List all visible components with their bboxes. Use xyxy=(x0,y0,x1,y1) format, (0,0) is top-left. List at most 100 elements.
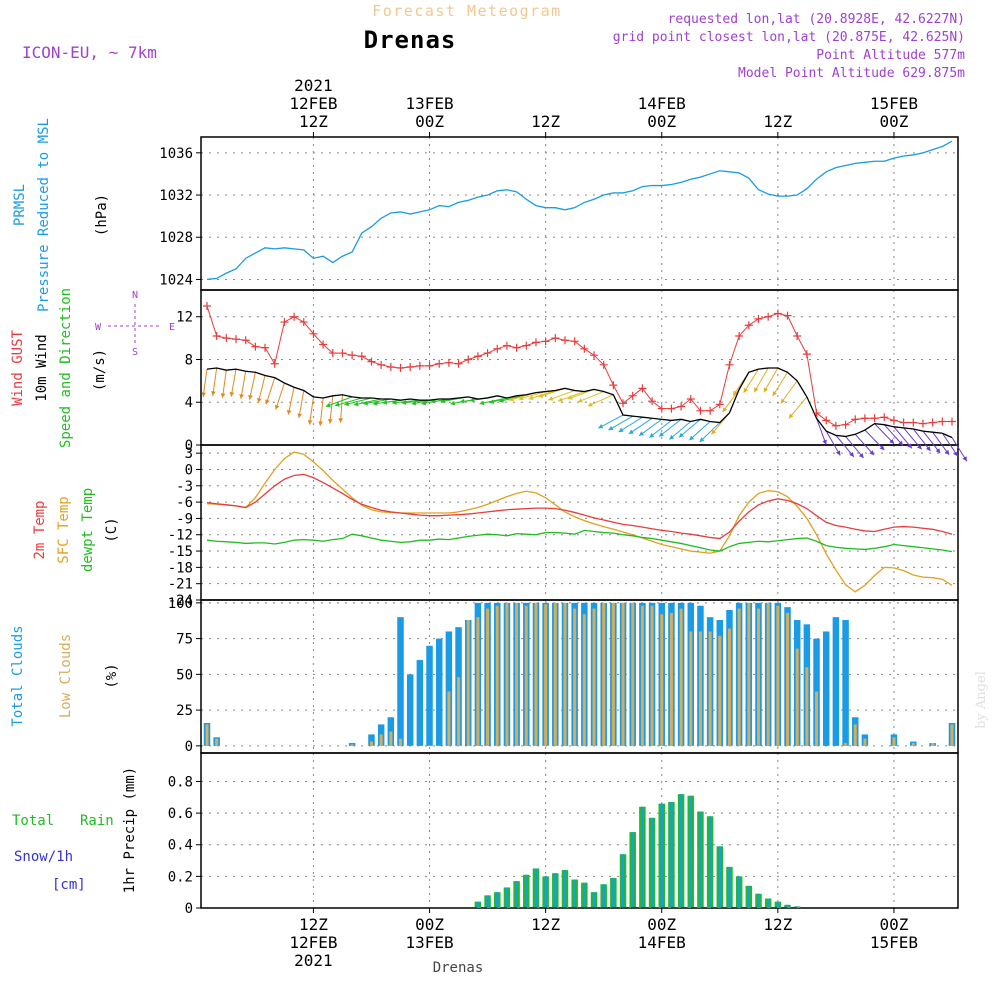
wind-arrow-head xyxy=(334,402,340,407)
wind-arrow xyxy=(874,423,895,445)
rain-bar-core xyxy=(689,795,692,908)
wind-arrow-head xyxy=(944,449,950,455)
wind-gust-line xyxy=(206,305,952,427)
top-axis-date: 15FEB xyxy=(870,94,918,113)
wind-arrow-shaft xyxy=(678,418,701,438)
ytick-label-temperature-0: -24 xyxy=(168,593,193,609)
wind-arrow-shaft xyxy=(334,397,362,407)
wind-arrow-head xyxy=(459,398,465,404)
wind-arrow-head xyxy=(916,444,922,450)
wind-arrow-head xyxy=(678,432,684,438)
wind-gust-point xyxy=(222,334,231,343)
wind-arrow-head xyxy=(889,438,895,444)
temp-sfc-label: SFC Temp xyxy=(56,496,72,563)
wind-gust-point xyxy=(280,318,289,327)
wind-gust-point xyxy=(531,338,540,347)
wind-arrow-shaft xyxy=(912,428,931,452)
footer-location: Drenas xyxy=(433,960,484,976)
ytick-label-pressure-2: 1032 xyxy=(159,188,193,204)
wind-arrow xyxy=(363,398,391,406)
grid-point-coordinates: grid point closest lon,lat (20.875E, 42.… xyxy=(613,30,965,45)
panel-frame-precipitation xyxy=(200,752,959,909)
wind-arrow-head xyxy=(421,400,427,406)
wind-arrow xyxy=(699,422,721,443)
wind-gust-label: Wind GUST xyxy=(10,330,26,406)
low-cloud-bar xyxy=(505,602,509,746)
wind-arrow xyxy=(239,371,247,399)
wind-gust-point xyxy=(793,331,802,340)
wind-arrow-head xyxy=(711,429,717,435)
wind-10m-label: 10m Wind xyxy=(34,334,50,401)
wind-arrow-shaft xyxy=(202,369,208,397)
wind-unit: (m/s) xyxy=(92,349,108,391)
wind-arrow-head xyxy=(265,399,270,405)
wind-arrow xyxy=(307,396,314,425)
wind-arrow xyxy=(903,427,923,450)
top-axis-date: 12FEB xyxy=(289,94,337,113)
low-cloud-bar xyxy=(931,742,935,746)
top-axis-year: 2021 xyxy=(294,76,333,95)
wind-arrow-head xyxy=(879,445,885,451)
rain-bar-core xyxy=(766,898,770,908)
rain-bar-core xyxy=(554,873,557,908)
wind-arrow-head xyxy=(239,394,244,399)
top-axis-date: 13FEB xyxy=(405,94,453,113)
low-cloud-bar xyxy=(747,602,751,746)
compass-north: N xyxy=(132,290,138,301)
wind-arrow-head xyxy=(558,397,563,402)
wind-arrow-shaft xyxy=(951,437,968,462)
wind-gust-point xyxy=(203,302,211,311)
wind-arrow-shaft xyxy=(854,433,875,456)
temp-unit: (C) xyxy=(104,517,120,542)
wind-arrow-head xyxy=(935,448,941,454)
bottom-axis-date: 14FEB xyxy=(638,933,686,952)
rain-bar-core xyxy=(631,832,634,908)
low-cloud-bar xyxy=(447,691,451,746)
bottom-axis-hour: 00Z xyxy=(415,915,444,934)
wind-arrow-shaft xyxy=(941,432,959,457)
wind-arrow-shaft xyxy=(780,380,798,404)
rain-bar-core xyxy=(486,895,489,908)
wind-gust-point xyxy=(309,329,318,338)
wind-gust-point xyxy=(696,406,705,415)
wind-gust-point xyxy=(948,417,956,426)
wind-gust-point xyxy=(667,404,676,413)
low-cloud-bar xyxy=(553,602,557,746)
wind-arrow-head xyxy=(286,409,292,415)
low-cloud-bar xyxy=(573,608,577,746)
wind-gust-point xyxy=(512,343,521,352)
wind-arrow-head xyxy=(953,451,958,457)
bottom-axis-date: 13FEB xyxy=(405,933,453,952)
low-cloud-bar xyxy=(582,614,586,746)
wind-arrow-shaft xyxy=(893,426,913,449)
pressure-label-msl: Pressure Reduced to MSL xyxy=(36,118,52,312)
total-cloud-bar xyxy=(435,638,443,746)
pressure-unit: (hPa) xyxy=(94,194,110,236)
rain-bar-core xyxy=(612,877,615,908)
ytick-label-temperature-6: -6 xyxy=(176,495,193,511)
total-cloud-bar xyxy=(406,674,414,746)
wind-arrow-head xyxy=(567,395,573,400)
rain-bar-core xyxy=(786,904,789,908)
temp-dewpt-label: dewpt Temp xyxy=(80,488,96,572)
wind-arrow xyxy=(518,391,546,401)
compass-west: W xyxy=(95,322,102,333)
wind-arrow-shaft xyxy=(874,423,895,445)
model-point-altitude: Model Point Altitude 629.875m xyxy=(738,66,965,81)
low-cloud-bar xyxy=(640,605,644,746)
wind-arrow xyxy=(618,416,643,433)
wind-arrow-head xyxy=(363,400,368,406)
wind-arrow xyxy=(678,418,701,438)
wind-arrow-shaft xyxy=(319,397,324,426)
wind-arrow-shaft xyxy=(230,369,237,397)
wind-arrow xyxy=(257,375,266,403)
wind-arrow-shaft xyxy=(265,377,276,405)
wind-arrow-shaft xyxy=(922,430,941,454)
low-cloud-bar xyxy=(805,667,809,746)
wind-gust-point xyxy=(657,404,666,413)
wind-arrow xyxy=(297,390,305,419)
ytick-label-pressure-1: 1028 xyxy=(159,230,193,246)
low-cloud-bar xyxy=(669,612,673,746)
wind-arrow xyxy=(932,431,950,456)
